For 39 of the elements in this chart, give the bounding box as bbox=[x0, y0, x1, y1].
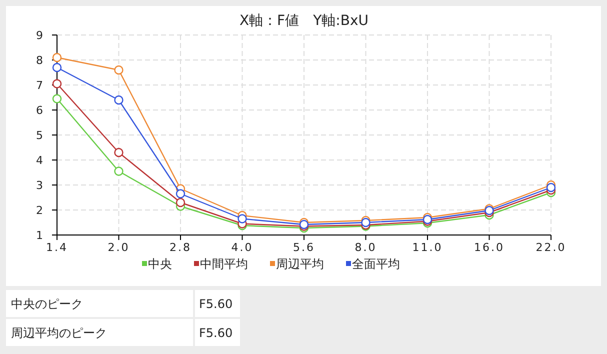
text: 周辺平均のピーク bbox=[11, 326, 107, 340]
legend-label: 中央 bbox=[148, 257, 172, 271]
x-tick-label: 2.8 bbox=[170, 241, 192, 254]
y-tick-label: 8 bbox=[36, 54, 43, 67]
x-tick-label: 4.0 bbox=[231, 241, 254, 254]
y-tick-label: 4 bbox=[36, 154, 43, 167]
point bbox=[238, 214, 247, 224]
text: F5.60 bbox=[199, 297, 233, 311]
x-tick-label: 5.6 bbox=[293, 241, 315, 254]
point bbox=[52, 94, 62, 104]
point bbox=[114, 166, 124, 176]
text: 中央のピーク bbox=[11, 297, 83, 311]
point bbox=[114, 148, 124, 158]
legend-label: 全面平均 bbox=[352, 257, 400, 271]
y-tick-label: 7 bbox=[36, 79, 43, 92]
point bbox=[114, 95, 124, 105]
point bbox=[52, 52, 62, 62]
x-tick-label: 22.0 bbox=[536, 241, 566, 254]
point bbox=[546, 182, 556, 192]
x-tick-label: 16.0 bbox=[474, 241, 504, 254]
y-tick-label: 6 bbox=[36, 104, 43, 117]
chart-title: X軸：F値 Y軸:BxU bbox=[239, 13, 369, 29]
legend-label: 周辺平均 bbox=[276, 257, 324, 271]
y-tick-label: 3 bbox=[36, 179, 43, 192]
point bbox=[52, 79, 62, 88]
text: F5.60 bbox=[199, 326, 233, 340]
x-tick-label: 2.0 bbox=[108, 241, 130, 254]
y-tick-label: 9 bbox=[36, 29, 43, 42]
legend-label: 中間平均 bbox=[200, 257, 248, 271]
x-tick-label: 11.0 bbox=[412, 241, 443, 254]
point bbox=[52, 62, 62, 72]
y-tick-label: 1 bbox=[36, 229, 43, 242]
point bbox=[176, 189, 186, 198]
x-tick-label: 8.0 bbox=[354, 241, 377, 254]
y-tick-label: 5 bbox=[36, 129, 43, 142]
y-tick-label: 2 bbox=[36, 204, 43, 217]
x-tick-label: 1.4 bbox=[46, 241, 68, 254]
point bbox=[114, 65, 124, 75]
point bbox=[176, 198, 186, 208]
